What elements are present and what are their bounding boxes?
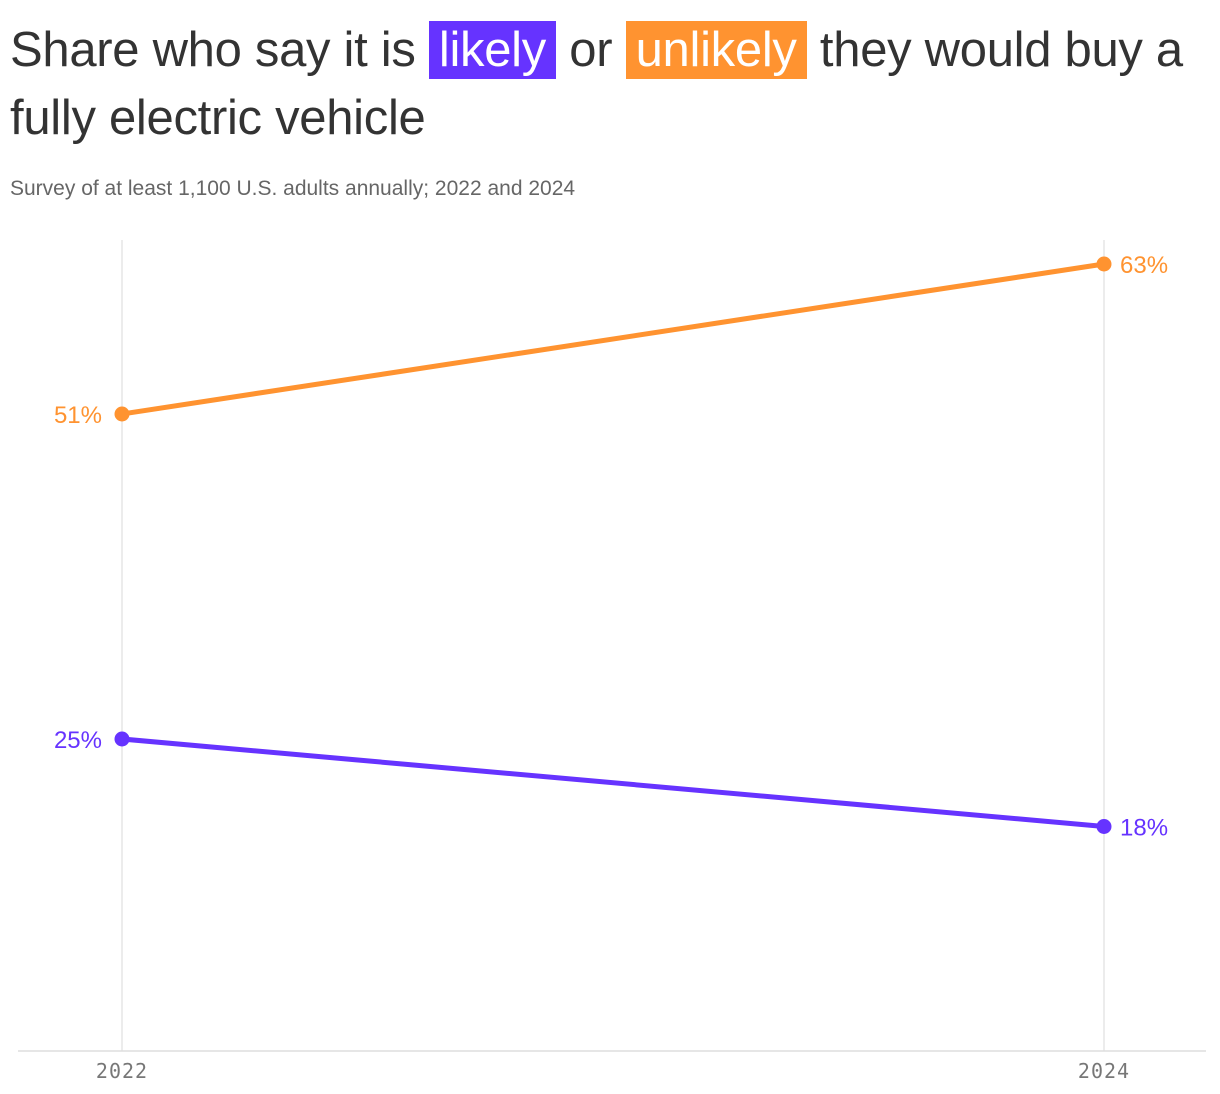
data-point-unlikely-2024: [1096, 256, 1112, 272]
series-line-likely: [119, 736, 1107, 829]
x-tick-label-2022: 2022: [96, 1059, 148, 1083]
title-text-start: Share who say it is: [10, 23, 429, 77]
x-tick-label-2024: 2024: [1078, 1059, 1130, 1083]
data-label-likely-2024: 18%: [1120, 815, 1168, 842]
title-text-end: they would buy a fully electric vehicle: [10, 23, 1183, 145]
data-label-unlikely-2024: 63%: [1120, 252, 1168, 279]
likely-highlight: likely: [428, 21, 556, 79]
chart-title: Share who say it is likely or unlikely t…: [10, 16, 1200, 152]
unlikely-highlight: unlikely: [625, 21, 807, 79]
data-point-unlikely-2022: [114, 406, 130, 422]
data-label-unlikely-2022: 51%: [54, 402, 102, 429]
data-point-likely-2024: [1096, 819, 1112, 834]
data-point-likely-2022: [114, 731, 130, 747]
title-text-or: or: [555, 23, 626, 77]
chart-subtitle: Survey of at least 1,100 U.S. adults ann…: [10, 177, 576, 200]
series-line-unlikely: [119, 261, 1107, 417]
data-label-likely-2022: 25%: [54, 727, 102, 754]
